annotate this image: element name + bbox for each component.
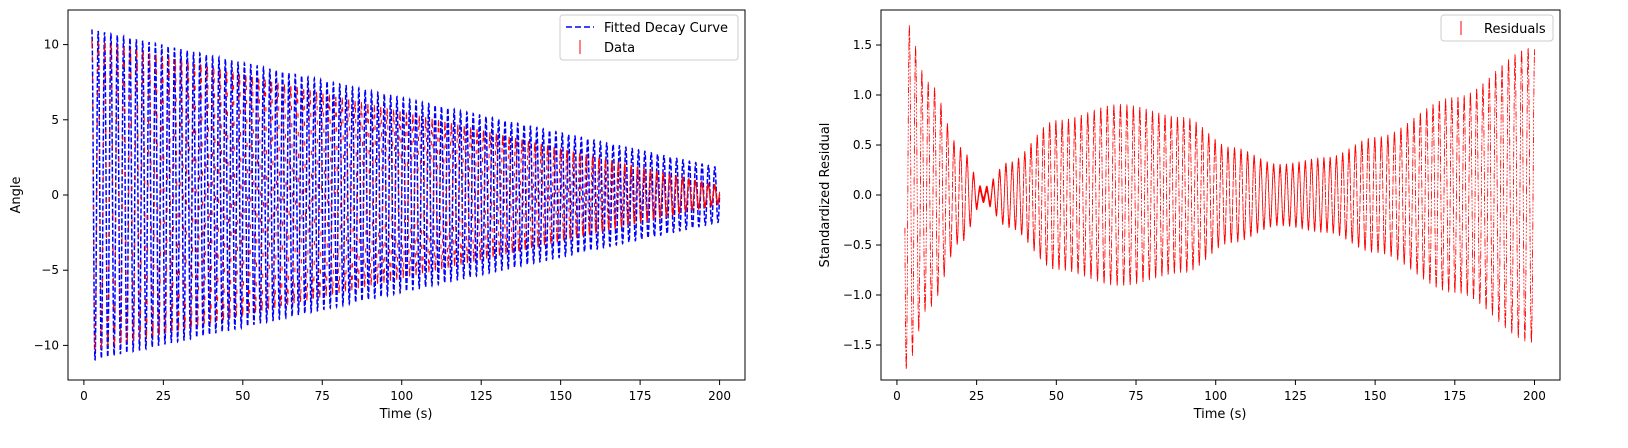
right-legend: Residuals [1440, 14, 1554, 42]
right-chart: 0 25 50 75 100 125 150 175 200 −1.5 −1.0 −0.5 0.0 0.… [818, 9, 1561, 422]
left-plot-area [91, 29, 721, 362]
left-x-tick-label: 100 [390, 389, 413, 403]
right-x-tick-label: 25 [969, 389, 984, 403]
left-x-tick-label: 75 [315, 389, 330, 403]
left-y-tick-label: −10 [34, 338, 59, 352]
right-y-tick-label: −1.5 [843, 338, 872, 352]
right-x-tick-label: 0 [893, 389, 901, 403]
left-y-tick-label: −5 [41, 263, 59, 277]
right-y-tick-label: 0.0 [853, 188, 872, 202]
series-residuals-errorbars [904, 25, 1535, 369]
right-y-ticks: −1.5 −1.0 −0.5 0.0 0.5 1.0 1.5 [843, 38, 881, 352]
right-x-ticks: 0 25 50 75 100 125 150 175 200 [893, 380, 1546, 403]
right-x-tick-label: 100 [1204, 389, 1227, 403]
left-x-ticks: 0 25 50 75 100 125 150 175 200 [80, 380, 731, 403]
left-y-ticks: −10 −5 0 5 10 [34, 38, 68, 352]
legend-fitted-label: Fitted Decay Curve [604, 21, 728, 36]
left-x-tick-label: 150 [549, 389, 572, 403]
right-y-tick-label: 1.5 [853, 38, 872, 52]
right-y-axis-label: Standardized Residual [818, 123, 833, 268]
right-x-tick-label: 150 [1364, 389, 1387, 403]
legend-residuals-label: Residuals [1484, 22, 1546, 37]
left-legend: Fitted Decay Curve Data [559, 14, 739, 61]
left-x-tick-label: 200 [708, 389, 731, 403]
left-y-tick-label: 0 [51, 188, 59, 202]
left-x-tick-label: 175 [629, 389, 652, 403]
right-y-tick-label: 1.0 [853, 88, 872, 102]
left-chart: 0 25 50 75 100 125 150 175 200 −10 −5 0 5 10 Time (s… [9, 9, 746, 422]
right-x-tick-label: 75 [1128, 389, 1143, 403]
right-x-tick-label: 200 [1523, 389, 1546, 403]
right-x-tick-label: 125 [1284, 389, 1307, 403]
right-y-tick-label: −0.5 [843, 238, 872, 252]
right-axes-frame [880, 9, 1561, 381]
left-x-tick-label: 0 [80, 389, 88, 403]
legend-data-label: Data [604, 41, 635, 56]
left-y-tick-label: 5 [51, 113, 59, 127]
right-y-tick-label: −1.0 [843, 288, 872, 302]
left-x-tick-label: 50 [235, 389, 250, 403]
right-plot-area [904, 25, 1535, 369]
left-y-tick-label: 10 [44, 38, 59, 52]
right-x-axis-label: Time (s) [1193, 407, 1247, 422]
right-legend-box [1440, 14, 1554, 42]
left-legend-box [559, 14, 739, 61]
series-data-errorbars [91, 39, 721, 350]
right-x-tick-label: 175 [1443, 389, 1466, 403]
left-x-tick-label: 125 [470, 389, 493, 403]
left-x-axis-label: Time (s) [379, 407, 433, 422]
left-y-axis-label: Angle [9, 177, 24, 214]
right-x-tick-label: 50 [1049, 389, 1064, 403]
right-y-tick-label: 0.5 [853, 138, 872, 152]
series-fitted-decay-curve [91, 29, 721, 362]
left-x-tick-label: 25 [156, 389, 171, 403]
